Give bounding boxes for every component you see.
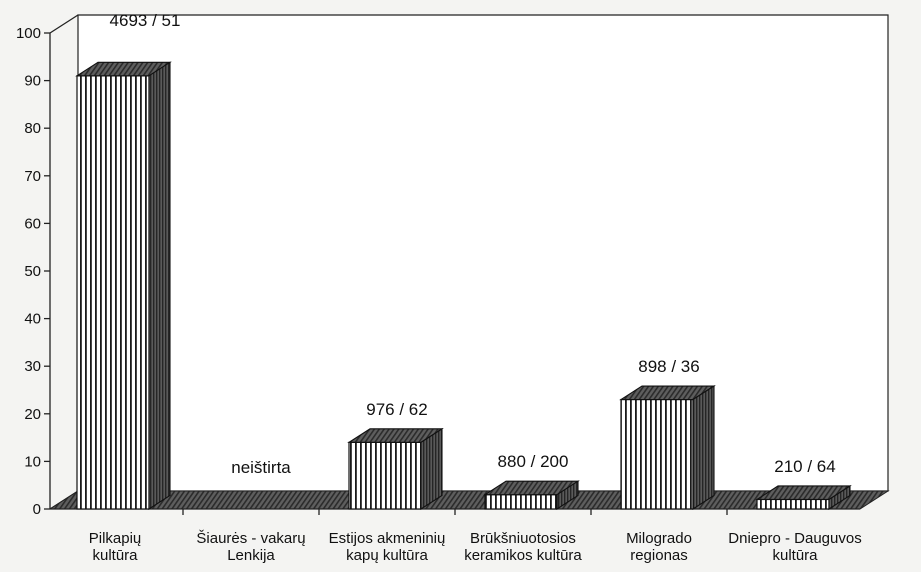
category-label-line: Estijos akmeninių: [329, 530, 446, 547]
y-tick-label: 30: [24, 358, 41, 375]
data-label: 880 / 200: [498, 452, 569, 471]
category-label-line: kultūra: [92, 547, 138, 564]
y-tick-label: 60: [24, 215, 41, 232]
category-label: Estijos akmeninių kapų kultūra: [329, 530, 446, 564]
data-labels: 4693 / 51 neištirta 976 / 62 880 / 200 898 /…: [110, 11, 836, 477]
category-label-line: Lenkija: [227, 547, 275, 564]
data-label: 976 / 62: [366, 400, 427, 419]
bar-side: [828, 484, 851, 511]
category-label: Šiaurės - vakarų Lenkija: [196, 530, 305, 564]
y-tick-label: 20: [24, 406, 41, 423]
data-label: 4693 / 51: [110, 11, 181, 30]
bar: [483, 480, 580, 511]
category-label-line: Šiaurės - vakarų: [196, 530, 305, 547]
data-label: neištirta: [231, 458, 291, 477]
y-tick-label: 80: [24, 120, 41, 137]
category-label-line: regionas: [630, 547, 688, 564]
category-label: Milogrado regionas: [626, 530, 692, 564]
category-label-line: Dniepro - Dauguvos: [728, 530, 861, 547]
bar-front: [76, 75, 150, 510]
bar-front: [348, 441, 422, 510]
data-label: 210 / 64: [774, 457, 835, 476]
y-tick-label: 40: [24, 311, 41, 328]
y-axis: 0 10 20 30 40 50 60 70 80 90 100: [16, 25, 860, 518]
y-tick-label: 90: [24, 73, 41, 90]
y-tick-label: 100: [16, 25, 41, 42]
category-label: Pilkapių kultūra: [89, 530, 142, 564]
category-label-line: Pilkapių: [89, 530, 142, 547]
bar-front: [756, 498, 830, 510]
bar-side: [420, 427, 443, 511]
category-label: Brūkšniuotosios keramikos kultūra: [464, 530, 582, 564]
bar: [75, 61, 172, 511]
bar-front: [484, 494, 558, 510]
category-label-line: kultūra: [772, 547, 818, 564]
y-tick-label: 70: [24, 168, 41, 185]
wall-edge-top: [49, 14, 79, 34]
bar: [619, 385, 716, 511]
bar-side: [556, 480, 579, 511]
y-tick-label: 10: [24, 453, 41, 470]
y-tick-label: 50: [24, 263, 41, 280]
bar-side: [148, 61, 171, 511]
bar: [347, 427, 444, 511]
category-label-line: keramikos kultūra: [464, 547, 582, 564]
bar-side: [692, 385, 715, 511]
bars: [75, 61, 852, 511]
data-label: 898 / 36: [638, 357, 699, 376]
category-label-line: Brūkšniuotosios: [470, 530, 576, 547]
category-label-line: kapų kultūra: [346, 547, 428, 564]
y-tick-label: 0: [33, 501, 41, 518]
category-label-line: Milogrado: [626, 530, 692, 547]
bar-front: [620, 398, 694, 510]
chart-walls: [48, 14, 890, 510]
category-label: Dniepro - Dauguvos kultūra: [728, 530, 861, 564]
back-wall: [77, 14, 889, 492]
bar: [755, 484, 852, 511]
